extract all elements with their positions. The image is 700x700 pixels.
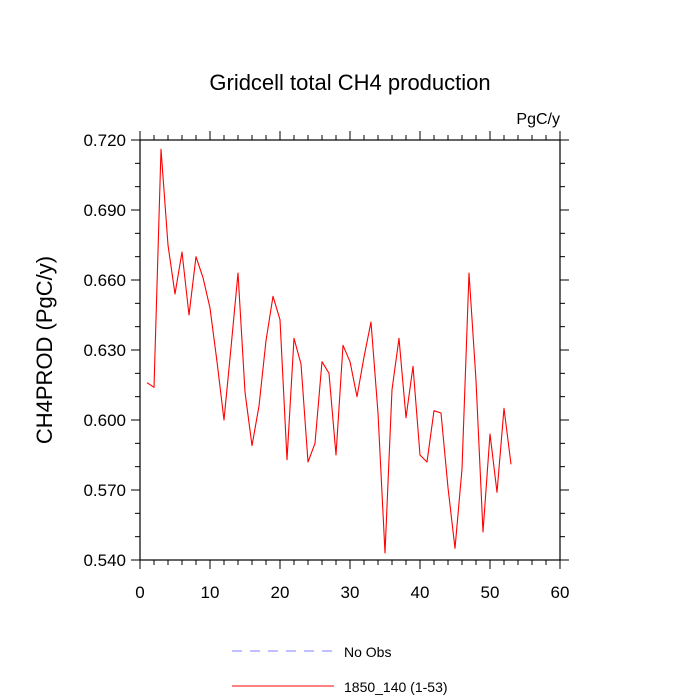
y-tick-label: 0.630 [83, 341, 126, 360]
x-tick-label: 20 [271, 583, 290, 602]
y-tick-label: 0.570 [83, 481, 126, 500]
y-tick-label: 0.690 [83, 201, 126, 220]
y-tick-label: 0.540 [83, 551, 126, 570]
x-tick-label: 50 [481, 583, 500, 602]
legend: No Obs 1850_140 (1-53) [232, 644, 448, 695]
chart-title: Gridcell total CH4 production [209, 70, 490, 95]
y-tick-label: 0.660 [83, 271, 126, 290]
units-label: PgC/y [516, 111, 560, 128]
x-tick-label: 40 [411, 583, 430, 602]
y-tick-label: 0.600 [83, 411, 126, 430]
x-tick-label: 10 [201, 583, 220, 602]
legend-label-0: No Obs [344, 644, 391, 660]
y-tick-label: 0.720 [83, 131, 126, 150]
axis-tick-labels: 0 10 20 30 40 50 60 0.540 0.570 0.600 0.630 0.660 0.… [83, 131, 569, 602]
series-line-1 [146, 148, 512, 554]
axis-ticks [131, 131, 569, 569]
legend-label-1: 1850_140 (1-53) [344, 679, 448, 695]
series-layer [146, 148, 512, 554]
y-axis-label: CH4PROD (PgC/y) [32, 256, 57, 444]
x-tick-label: 30 [341, 583, 360, 602]
x-tick-label: 0 [135, 583, 144, 602]
x-tick-label: 60 [551, 583, 570, 602]
plot-frame [139, 139, 561, 561]
